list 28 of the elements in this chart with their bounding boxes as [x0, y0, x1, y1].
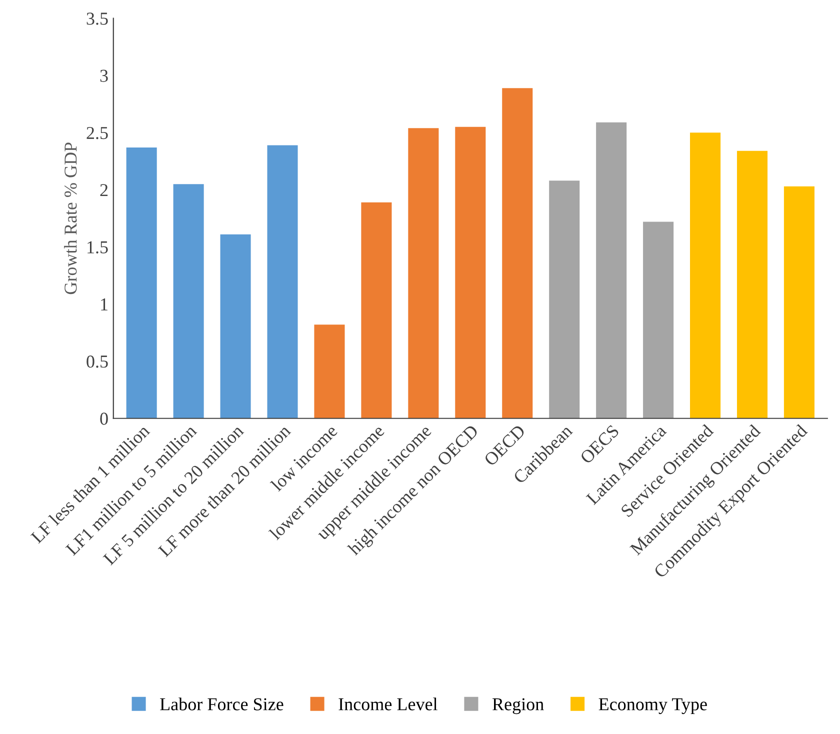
y-tick-label: 1: [101, 298, 108, 310]
bar: [784, 186, 814, 418]
y-tick-label: 3: [100, 70, 108, 82]
y-tick-label: 0.5: [86, 355, 108, 368]
bar: [549, 180, 580, 418]
y-tick-label: 3.5: [86, 12, 108, 25]
y-axis-title: Growth Rate % GDP: [64, 142, 77, 294]
bar: [408, 128, 439, 418]
bar: [267, 145, 298, 418]
y-tick-label: 2.5: [86, 126, 108, 140]
bar: [502, 88, 533, 418]
bar: [643, 222, 674, 418]
bar: [736, 150, 768, 418]
bar: [126, 148, 157, 418]
bar: [455, 126, 486, 418]
bar: [314, 324, 345, 418]
legend-label: Labor Force Size: [160, 698, 284, 710]
bar: [690, 132, 721, 418]
y-tick-label: 0: [100, 412, 108, 425]
legend-label: Region: [492, 698, 544, 714]
bar: [220, 234, 251, 418]
y-tick-label: 1.5: [88, 241, 108, 254]
legend-label: Income Level: [338, 698, 438, 710]
bar: [361, 202, 392, 418]
bar: [596, 122, 627, 418]
y-tick-label: 2: [100, 184, 108, 196]
bar: [173, 184, 204, 418]
legend-label: Economy Type: [598, 698, 707, 714]
